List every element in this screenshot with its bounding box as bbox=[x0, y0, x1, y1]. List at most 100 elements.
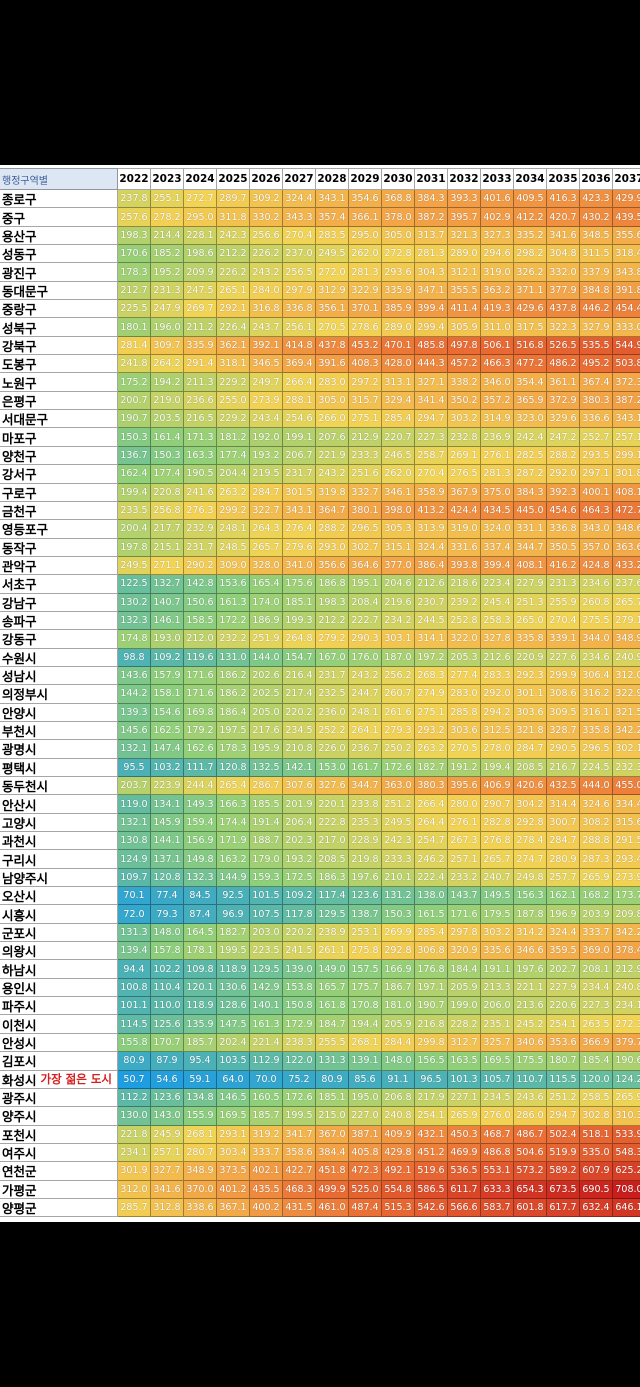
value-cell: 673.5 bbox=[547, 1180, 580, 1199]
row-label: 이천시 bbox=[0, 1015, 118, 1034]
value-cell: 380.3 bbox=[580, 391, 613, 411]
value-cell: 286.7 bbox=[250, 777, 283, 796]
value-cell: 212.0 bbox=[184, 630, 217, 649]
value-cell: 428.0 bbox=[382, 355, 415, 374]
value-cell: 210.8 bbox=[283, 740, 316, 759]
value-cell: 163.3 bbox=[184, 446, 217, 466]
value-cell: 200.7 bbox=[118, 391, 151, 411]
row-label: 구리시 bbox=[0, 850, 118, 869]
value-cell: 424.8 bbox=[580, 556, 613, 576]
row-label: 오산시 bbox=[0, 887, 118, 906]
row-label: 금천구 bbox=[0, 501, 118, 521]
value-cell: 136.7 bbox=[118, 446, 151, 466]
year-header: 2037 bbox=[613, 168, 640, 190]
value-cell: 217.4 bbox=[283, 685, 316, 704]
value-cell: 147.4 bbox=[151, 740, 184, 759]
value-cell: 231.3 bbox=[151, 281, 184, 301]
value-cell: 260.8 bbox=[580, 593, 613, 612]
value-cell: 290.5 bbox=[547, 740, 580, 759]
value-cell: 137.1 bbox=[151, 850, 184, 869]
value-cell: 315.1 bbox=[382, 538, 415, 557]
region-name: 서대문구 bbox=[2, 412, 49, 428]
value-cell: 244.4 bbox=[184, 777, 217, 796]
year-header: 2029 bbox=[349, 168, 382, 190]
value-cell: 70.1 bbox=[118, 887, 151, 906]
value-cell: 236.0 bbox=[316, 703, 349, 722]
heatmap-table: 행정구역별 2022 2023 2024 2025 2026 2027 2028 2029 203… bbox=[0, 168, 640, 1218]
value-cell: 690.5 bbox=[580, 1180, 613, 1199]
value-cell: 234.5 bbox=[481, 1088, 514, 1108]
value-cell: 171.6 bbox=[184, 666, 217, 686]
value-cell: 318.4 bbox=[613, 245, 640, 264]
value-cell: 190.6 bbox=[613, 1052, 640, 1071]
value-cell: 246.5 bbox=[382, 446, 415, 466]
value-cell: 125.6 bbox=[151, 1015, 184, 1034]
value-cell: 262.0 bbox=[349, 245, 382, 264]
value-cell: 393.3 bbox=[448, 190, 481, 209]
value-cell: 472.7 bbox=[613, 501, 640, 521]
value-cell: 98.8 bbox=[118, 648, 151, 667]
region-name: 강동구 bbox=[2, 632, 37, 648]
value-cell: 105.7 bbox=[481, 1070, 514, 1089]
value-cell: 208.5 bbox=[514, 758, 547, 777]
value-cell: 279.3 bbox=[382, 721, 415, 741]
value-cell: 201.9 bbox=[283, 795, 316, 814]
value-cell: 172.9 bbox=[283, 1015, 316, 1034]
value-cell: 310.3 bbox=[613, 1107, 640, 1126]
value-cell: 313.1 bbox=[382, 373, 415, 392]
value-cell: 185.5 bbox=[250, 795, 283, 814]
value-cell: 223.9 bbox=[151, 777, 184, 796]
row-label: 용산구 bbox=[0, 226, 118, 246]
value-cell: 270.4 bbox=[547, 611, 580, 631]
row-label: 의왕시 bbox=[0, 942, 118, 961]
row-label: 서대문구 bbox=[0, 410, 118, 429]
value-cell: 278.0 bbox=[481, 740, 514, 759]
row-label: 노원구 bbox=[0, 373, 118, 392]
value-cell: 80.9 bbox=[316, 1070, 349, 1089]
value-cell: 161.3 bbox=[250, 1015, 283, 1034]
value-cell: 450.3 bbox=[448, 1125, 481, 1144]
value-cell: 316.1 bbox=[580, 703, 613, 722]
value-cell: 280.9 bbox=[547, 850, 580, 869]
value-cell: 243.4 bbox=[250, 410, 283, 429]
value-cell: 264.2 bbox=[151, 355, 184, 374]
value-cell: 307.6 bbox=[283, 777, 316, 796]
value-cell: 178.3 bbox=[217, 740, 250, 759]
value-cell: 159.4 bbox=[184, 813, 217, 833]
value-cell: 341.6 bbox=[547, 226, 580, 246]
value-cell: 506.1 bbox=[481, 336, 514, 356]
value-cell: 408.1 bbox=[514, 556, 547, 576]
value-cell: 331.6 bbox=[448, 538, 481, 557]
value-cell: 169.5 bbox=[217, 1107, 250, 1126]
value-cell: 223.4 bbox=[481, 575, 514, 594]
value-cell: 314.4 bbox=[547, 795, 580, 814]
value-cell: 343.3 bbox=[283, 208, 316, 227]
value-cell: 145.6 bbox=[118, 721, 151, 741]
value-cell: 174.8 bbox=[118, 630, 151, 649]
value-cell: 276.4 bbox=[283, 520, 316, 539]
value-cell: 161.8 bbox=[316, 997, 349, 1016]
value-cell: 276.0 bbox=[481, 1107, 514, 1126]
row-label: 화성시 가장 젊은 도시 bbox=[0, 1070, 118, 1089]
value-cell: 279.2 bbox=[316, 630, 349, 649]
value-cell: 357.4 bbox=[316, 208, 349, 227]
region-name: 용인시 bbox=[2, 980, 37, 996]
value-cell: 232.3 bbox=[613, 758, 640, 777]
value-cell: 369.0 bbox=[580, 942, 613, 961]
value-cell: 348.5 bbox=[580, 226, 613, 246]
value-cell: 213.6 bbox=[514, 997, 547, 1016]
value-cell: 225.5 bbox=[118, 300, 151, 319]
value-cell: 234.1 bbox=[118, 1143, 151, 1163]
value-cell: 263.2 bbox=[217, 483, 250, 502]
row-label: 은평구 bbox=[0, 391, 118, 411]
value-cell: 197.2 bbox=[415, 648, 448, 667]
value-cell: 314.9 bbox=[481, 410, 514, 429]
value-cell: 344.7 bbox=[514, 538, 547, 557]
value-cell: 363.6 bbox=[613, 538, 640, 557]
value-cell: 190.5 bbox=[184, 465, 217, 484]
value-cell: 156.3 bbox=[514, 887, 547, 906]
value-cell: 326.2 bbox=[514, 263, 547, 282]
value-cell: 219.5 bbox=[250, 465, 283, 484]
value-cell: 154.6 bbox=[151, 703, 184, 722]
value-cell: 276.3 bbox=[184, 501, 217, 521]
